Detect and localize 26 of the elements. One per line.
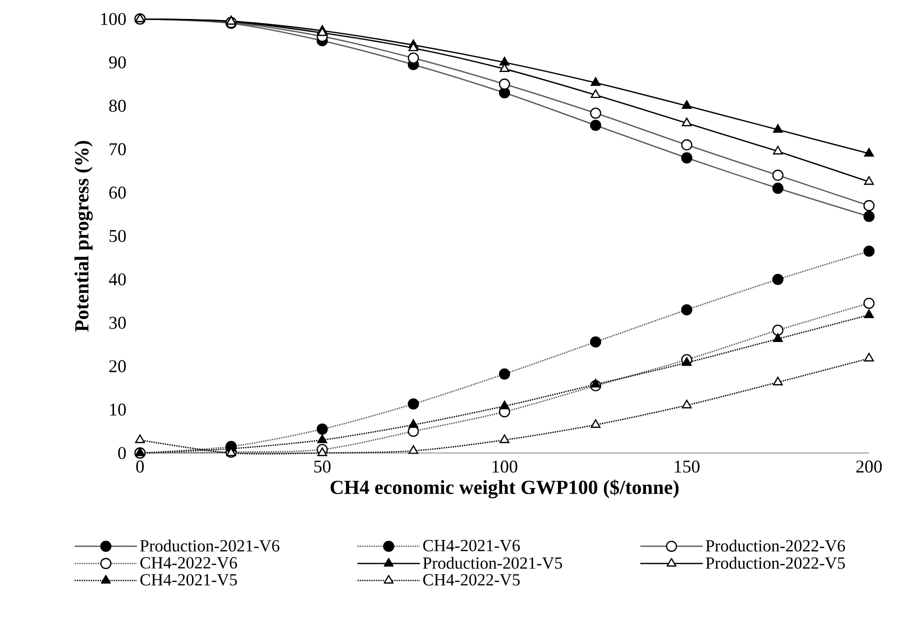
x-tick-label: 0: [136, 460, 144, 473]
legend-label: Production-2022-V6: [706, 540, 846, 552]
y-tick-label: 70: [110, 143, 126, 156]
y-tick-label: 0: [118, 446, 126, 460]
legend-label: Production-2021-V5: [422, 556, 562, 569]
legend-label: CH4-2021-V5: [140, 574, 237, 586]
y-axis-title: Potential progress (%): [74, 140, 93, 332]
legend-label: CH4-2022-V5: [423, 574, 520, 586]
legend-label: Production-2021-V6: [140, 540, 280, 552]
x-tick-label: 200: [856, 460, 882, 473]
y-tick-label: 80: [109, 100, 126, 112]
legend-label: CH4-2022-V6: [140, 557, 238, 569]
legend-label: CH4-2021-V6: [423, 540, 520, 552]
y-tick-label: 40: [108, 273, 126, 286]
y-tick-label: 60: [109, 186, 126, 199]
y-tick-label: 20: [109, 360, 126, 372]
legend-label: Production-2022-V5: [706, 556, 845, 569]
y-tick-label: 30: [109, 316, 126, 329]
y-tick-label: 50: [110, 230, 126, 242]
y-tick-label: 10: [110, 404, 126, 416]
x-tick-label: 100: [492, 460, 518, 473]
x-tick-label: 150: [674, 460, 700, 473]
x-tick-label: 50: [314, 460, 331, 473]
y-tick-label: 100: [101, 12, 126, 26]
y-tick-label: 90: [109, 56, 126, 68]
x-axis-title: CH4 economic weight GWP100 ($/tonne): [330, 479, 679, 498]
